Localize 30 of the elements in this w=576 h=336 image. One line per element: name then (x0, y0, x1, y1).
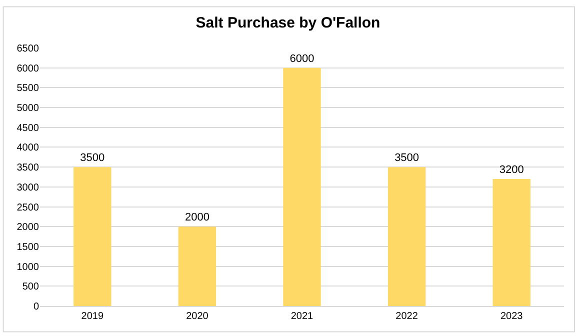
y-tick-label: 5500 (16, 83, 40, 94)
data-label: 3200 (499, 164, 524, 176)
y-tick-label: 500 (22, 282, 40, 293)
y-tick-label: 5000 (16, 103, 40, 114)
data-label: 3500 (80, 152, 105, 164)
y-tick-label: 6000 (16, 63, 40, 74)
x-tick-label: 2021 (290, 311, 314, 322)
bar (178, 226, 216, 306)
y-tick-label: 3500 (16, 162, 40, 174)
bar (492, 178, 530, 306)
y-tick-label: 2000 (16, 222, 40, 234)
y-tick-label: 1500 (16, 242, 40, 253)
chart-title: Salt Purchase by O'Fallon (196, 14, 380, 32)
y-tick-label: 6500 (16, 44, 40, 54)
x-tick-label: 2023 (500, 311, 524, 322)
y-tick-label: 2500 (16, 202, 40, 214)
bar (388, 167, 426, 306)
data-label: 3500 (394, 152, 420, 164)
y-tick-label: 4500 (16, 122, 40, 134)
y-tick-label: 3000 (16, 182, 40, 194)
y-tick-label: 0 (33, 302, 40, 312)
x-tick-label: 2020 (186, 311, 209, 322)
x-tick-label: 2022 (396, 311, 418, 322)
data-label: 2000 (184, 212, 210, 224)
y-tick-label: 4000 (16, 142, 40, 154)
bar (74, 167, 112, 306)
y-tick-label: 1000 (16, 262, 40, 273)
x-tick-label: 2019 (81, 311, 104, 322)
bar (283, 68, 321, 306)
data-label: 6000 (290, 52, 314, 65)
